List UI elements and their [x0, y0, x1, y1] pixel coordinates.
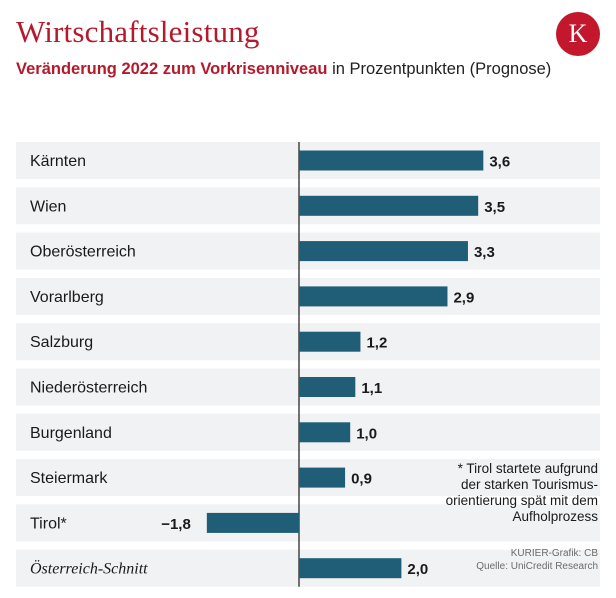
subtitle-rest: in Prozentpunkten (Prognose) [327, 60, 552, 78]
value-label-burgenland: 1,0 [356, 425, 377, 442]
chart-subtitle: Veränderung 2022 zum Vorkrisenniveau in … [16, 60, 551, 79]
value-label-niederosterreich: 1,1 [361, 380, 382, 397]
value-label-wien: 3,5 [484, 199, 505, 216]
category-label-vorarlberg: Vorarlberg [30, 289, 104, 306]
bar-karnten [299, 150, 484, 171]
source-credit: Quelle: UniCredit Research [476, 561, 598, 572]
footnote-line: der starken Tourismus- [460, 477, 598, 492]
bar-oberosterreich [299, 241, 468, 262]
category-label-steiermark: Steiermark [30, 470, 108, 487]
value-label-steiermark: 0,9 [351, 471, 372, 488]
credits: KURIER-Grafik: CB Quelle: UniCredit Rese… [476, 547, 598, 573]
bar-wien [299, 195, 479, 216]
category-label-burgenland: Burgenland [30, 425, 112, 442]
value-label-vorarlberg: 2,9 [453, 289, 474, 306]
bar-steiermark [299, 467, 346, 488]
category-label-oberosterreich: Oberösterreich [30, 244, 136, 261]
category-label-niederosterreich: Niederösterreich [30, 380, 147, 397]
category-label-tirol: Tirol* [30, 515, 67, 532]
bar-niederosterreich [299, 377, 356, 397]
bar-salzburg [299, 331, 361, 352]
value-label-oberosterreich: 3,3 [474, 244, 495, 261]
footnote-line: orientierung spät mit dem [445, 493, 598, 508]
tirol-footnote: * Tirol startete aufgrund der starken To… [408, 461, 598, 525]
category-label-salzburg: Salzburg [30, 334, 93, 351]
bar-vorarlberg [299, 286, 448, 307]
graphic-credit: KURIER-Grafik: CB [510, 548, 598, 559]
value-label-salzburg: 1,2 [366, 335, 387, 352]
bar-burgenland [299, 422, 351, 443]
category-label-karnten: Kärnten [30, 153, 86, 170]
footnote-line: Aufholprozess [512, 509, 598, 524]
bar-osterreich-schnitt [299, 558, 402, 579]
category-label-osterreich-schnitt: Österreich-Schnitt [30, 560, 148, 578]
value-label-tirol: −1,8 [161, 516, 191, 533]
bar-tirol [206, 512, 299, 533]
chart-title: Wirtschaftsleistung [16, 14, 260, 49]
kurier-logo: K [556, 12, 600, 56]
value-label-karnten: 3,6 [489, 154, 510, 171]
category-label-wien: Wien [30, 198, 66, 215]
subtitle-highlight: Veränderung 2022 zum Vorkrisenniveau [16, 60, 328, 78]
value-label-osterreich-schnitt: 2,0 [407, 561, 428, 578]
footnote-line: * Tirol startete aufgrund [457, 461, 598, 476]
row-background [16, 504, 600, 542]
